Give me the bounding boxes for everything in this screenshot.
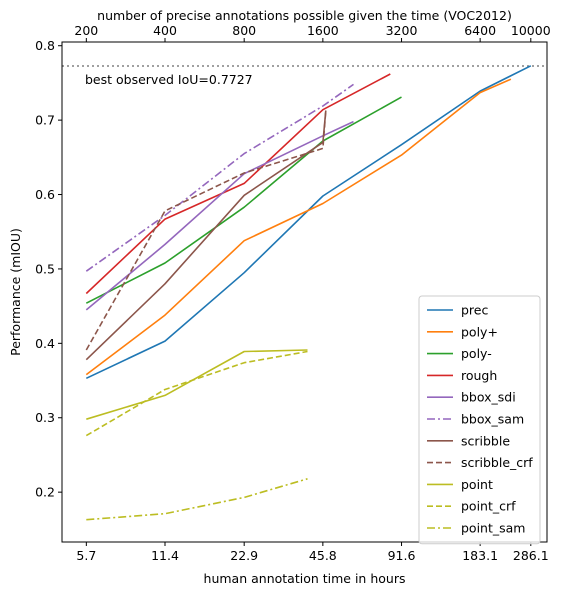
x-tick-label: 91.6 [388, 548, 416, 563]
legend-label: rough [461, 368, 497, 383]
x-tick-label: 45.8 [309, 548, 337, 563]
x-tick-label: 22.9 [230, 548, 258, 563]
series-line-bbox_sam [85, 83, 354, 272]
legend-label: point_crf [461, 499, 516, 514]
y-tick-label: 0.6 [35, 187, 55, 202]
legend-label: poly+ [461, 324, 498, 339]
x-tick-label: 183.1 [462, 548, 498, 563]
top-x-tick-label: 3200 [386, 23, 418, 38]
reference-line-label: best observed IoU=0.7727 [85, 72, 253, 87]
legend-label: bbox_sdi [461, 390, 516, 405]
legend-label: point [461, 477, 493, 492]
series-line-rough [85, 73, 391, 295]
legend-label: scribble [461, 433, 510, 448]
y-axis-label: Performance (mIOU) [8, 228, 23, 356]
series-line-point [86, 349, 308, 420]
top-x-tick-label: 10000 [511, 23, 551, 38]
series-line-point_crf [85, 350, 308, 437]
legend-label: prec [461, 303, 488, 318]
x-tick-label: 11.4 [151, 548, 179, 563]
series-line-poly- [85, 96, 402, 304]
legend-label: bbox_sam [461, 412, 524, 427]
legend: prec poly+ poly-rough bbox_sdi bbox_samscrib… [418, 295, 541, 545]
legend-box [418, 295, 541, 545]
axis-ticks: 5.7 11.4 22.9 45.8 91.6 183.1 286.1 200 400 800 16… [35, 23, 551, 563]
y-tick-label: 0.5 [35, 261, 55, 276]
series-line-prec [85, 65, 532, 380]
y-tick-label: 0.4 [35, 336, 55, 351]
top-x-axis-label: number of precise annotations possible g… [97, 8, 512, 23]
top-x-tick-label: 400 [153, 23, 177, 38]
series-line-scribble_crf [85, 110, 327, 351]
x-axis-label: human annotation time in hours [204, 571, 406, 586]
chart-marks [62, 65, 547, 521]
y-tick-label: 0.8 [35, 38, 55, 53]
top-x-tick-label: 6400 [464, 23, 496, 38]
legend-label: poly- [461, 346, 492, 361]
series-line-scribble [85, 110, 327, 361]
top-x-tick-label: 800 [232, 23, 256, 38]
x-tick-label: 5.7 [76, 548, 96, 563]
y-tick-label: 0.2 [35, 485, 55, 500]
legend-label: scribble_crf [461, 455, 533, 470]
y-tick-label: 0.7 [35, 113, 55, 128]
top-x-tick-label: 1600 [307, 23, 339, 38]
series-line-poly+ [85, 78, 512, 376]
x-tick-label: 286.1 [513, 548, 549, 563]
plot-frame [61, 41, 548, 543]
legend-label: point_sam [461, 521, 525, 536]
y-tick-label: 0.3 [35, 410, 55, 425]
series-line-point_sam [86, 478, 308, 521]
top-x-tick-label: 200 [74, 23, 98, 38]
